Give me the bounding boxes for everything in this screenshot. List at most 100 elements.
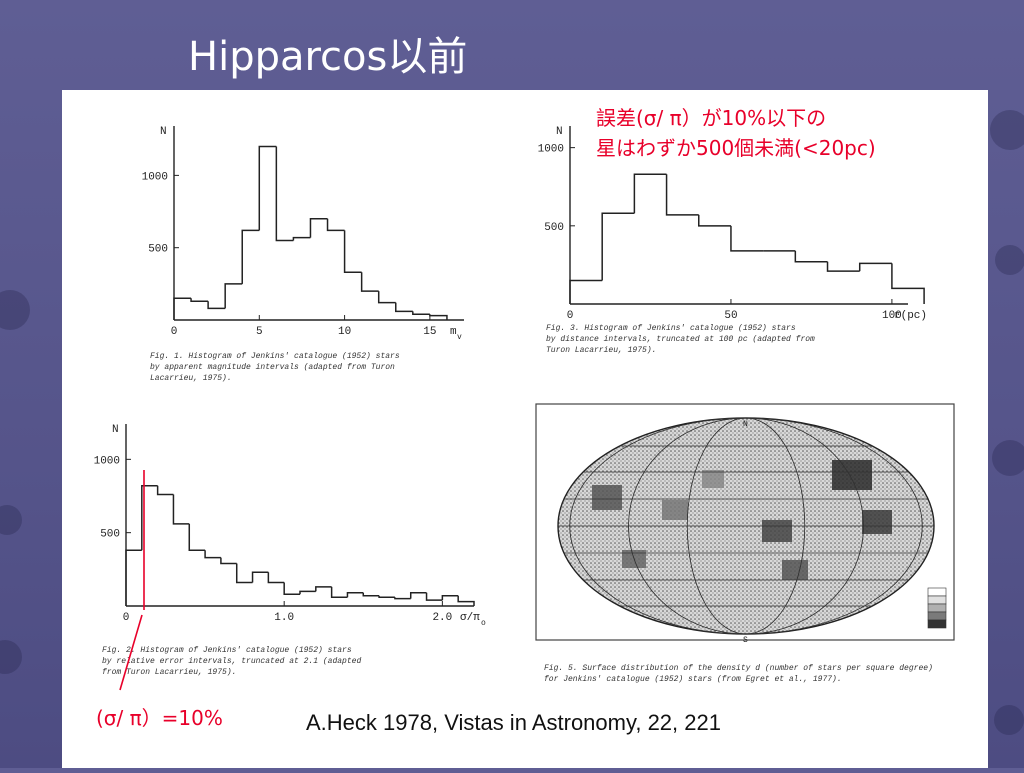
decor-bubble — [0, 505, 22, 535]
fig3-bin — [633, 173, 667, 214]
fig2-bin — [299, 590, 316, 595]
fig1-bin — [292, 236, 311, 241]
fig2-bin — [457, 595, 475, 606]
fig1-bin — [343, 230, 362, 274]
fig3-bin — [794, 250, 828, 263]
skymap-figure: N S Fig. 5. Surface distribution of the … — [535, 403, 955, 684]
legend-swatch — [927, 603, 947, 613]
skymap-cell-group — [592, 460, 892, 580]
decor-bubble — [995, 245, 1024, 275]
fig2-x-tick-label: 2.0 — [432, 612, 452, 624]
marker-arrow-line — [119, 614, 143, 691]
skymap-dense-cell — [702, 470, 724, 488]
fig2-bin — [235, 563, 253, 584]
skymap-legend — [927, 587, 947, 629]
fig1-x-label: m — [450, 326, 457, 338]
slide-title: Hipparcos以前 — [188, 34, 468, 80]
fig2-bin — [330, 586, 348, 598]
fig2-y-tick-label: 1000 — [94, 455, 120, 467]
fig1-caption: Lacarrieu, 1975). — [150, 374, 232, 383]
fig2-caption: by relative error intervals, truncated a… — [102, 657, 361, 666]
fig2-bin — [362, 592, 380, 597]
fig1-y-tick-label: 500 — [148, 244, 168, 256]
marker-label: (σ/ π）=10% — [96, 706, 223, 730]
fig1-bin — [207, 301, 226, 310]
skymap-caption-line1: Fig. 5. Surface distribution of the dens… — [544, 664, 933, 673]
skymap-dense-cell — [862, 510, 892, 534]
fig3-bin — [698, 214, 731, 227]
fig2-y-label: N — [112, 424, 119, 436]
fig2-bin — [156, 485, 174, 496]
fig2-bin — [315, 586, 332, 592]
decor-bubble — [990, 110, 1024, 150]
fig2-bin — [409, 592, 427, 599]
legend-swatch — [927, 619, 947, 629]
skymap-frame — [535, 403, 955, 641]
fig1-bin — [190, 298, 209, 302]
skymap-north-label: N — [743, 420, 748, 429]
legend-swatch — [927, 595, 947, 605]
legend-swatch — [927, 587, 947, 597]
fig2-y-tick-label: 500 — [100, 529, 120, 541]
note-line-1: 誤差(σ/ π）が10%以下の — [596, 106, 827, 130]
skymap-south-label: S — [743, 636, 748, 645]
fig2-bin — [141, 484, 158, 551]
decor-bubble — [992, 440, 1024, 476]
skymap-grid — [558, 417, 934, 635]
figure-panel: N 500 1000 0 5 10 15 m v Fig. 1. Histogram of Jen… — [62, 90, 988, 768]
fig3-x-tick-label: 0 — [567, 310, 574, 322]
fig2-bin — [346, 592, 364, 598]
fig1-bin — [412, 311, 430, 315]
decor-bubble — [0, 640, 22, 674]
legend-swatch — [927, 611, 947, 621]
skymap-cells — [558, 418, 934, 634]
fig3-caption: Turon Lacarrieu, 1975). — [546, 346, 656, 355]
fig1-x-tick-label: 15 — [423, 326, 436, 338]
skymap-dense-cell — [762, 520, 792, 542]
fig3-bin — [569, 279, 603, 304]
skymap-caption-line2: for Jenkins' catalogue (1952) stars (fro… — [544, 675, 842, 684]
fig1-x-tick-label: 0 — [171, 326, 178, 338]
fig3-x-tick-label: 100 — [882, 310, 902, 322]
fig3-bin — [730, 225, 764, 252]
fig1-bin — [173, 297, 192, 320]
fig2-bin — [378, 595, 395, 598]
fig2-x-label-sub: o — [481, 619, 486, 628]
fig3-caption: Fig. 3. Histogram of Jenkins' catalogue … — [546, 324, 796, 333]
fig1-bin — [360, 272, 379, 292]
fig1-caption: Fig. 1. Histogram of Jenkins' catalogue … — [150, 352, 400, 361]
fig3-y-tick-label: 500 — [544, 222, 564, 234]
fig1-bin — [275, 146, 294, 242]
fig2-bin — [267, 572, 285, 584]
fig1-bin — [224, 283, 243, 309]
fig1-bin — [377, 291, 396, 304]
fig2-bin — [172, 494, 190, 525]
fig1-y-label: N — [160, 126, 167, 138]
fig1-bin — [395, 302, 413, 313]
fig2-bin — [220, 557, 237, 565]
skymap-dense-cell — [782, 560, 808, 580]
skymap-dense-cell — [662, 500, 688, 520]
fig3-y-label: N — [556, 126, 563, 138]
fig3-bin — [826, 261, 860, 272]
fig2-bin — [204, 550, 221, 559]
fig1-x-tick-label: 10 — [338, 326, 351, 338]
fig2-bin — [425, 592, 443, 601]
fig2-bin — [188, 523, 206, 552]
fig2-caption: Fig. 2. Histogram of Jenkins' catalogue … — [102, 646, 352, 655]
fig1-caption: by apparent magnitude intervals (adapted… — [150, 363, 395, 372]
fig2-x-tick-label: 0 — [123, 612, 130, 624]
fig1-chart: N 500 1000 0 5 10 15 m v Fig. 1. Histogram of Jen… — [142, 126, 464, 383]
fig1-x-tick-label: 5 — [256, 326, 263, 338]
decor-bubble — [994, 705, 1024, 735]
fig1-bin — [326, 218, 345, 232]
fig2-bin — [125, 549, 142, 606]
fig3-x-label: r(pc) — [894, 310, 927, 322]
fig3-bin — [665, 174, 699, 216]
skymap-dense-cell — [832, 460, 872, 490]
fig3-bin — [858, 262, 892, 272]
skymap-dense-cell — [592, 485, 622, 510]
